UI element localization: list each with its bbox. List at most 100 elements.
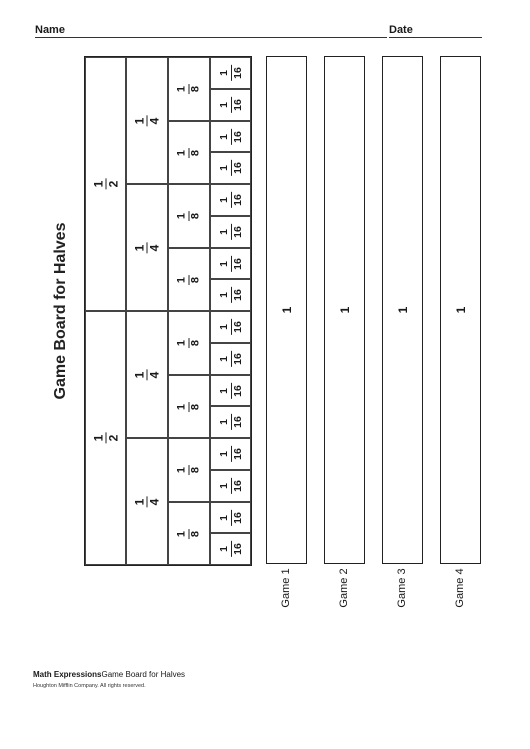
footer-copyright: Houghton Mifflin Company. All rights res… bbox=[33, 683, 146, 689]
fraction-denominator: 16 bbox=[231, 321, 243, 333]
fraction-numerator: 1 bbox=[132, 117, 147, 124]
fraction-numerator: 1 bbox=[217, 451, 230, 457]
fraction-numerator: 1 bbox=[217, 133, 230, 140]
fraction-denominator: 4 bbox=[147, 244, 162, 251]
date-label: Date bbox=[389, 24, 413, 36]
fraction-label: 1 16 bbox=[217, 478, 243, 494]
fraction-numerator: 1 bbox=[217, 229, 230, 235]
fraction-denominator: 8 bbox=[189, 85, 202, 93]
sixteenth-cell: 1 16 bbox=[210, 375, 251, 406]
footer-subtitle: Game Board for Halves bbox=[101, 670, 186, 679]
fraction-denominator: 4 bbox=[147, 371, 162, 378]
fraction-numerator: 1 bbox=[132, 371, 147, 378]
fraction-label: 1 16 bbox=[218, 319, 243, 335]
game-2-board[interactable]: 1 bbox=[324, 56, 365, 564]
fraction-denominator: 8 bbox=[189, 276, 202, 283]
whole-label: 1 bbox=[395, 306, 410, 314]
fraction-denominator: 4 bbox=[147, 498, 162, 505]
fraction-numerator: 1 bbox=[217, 419, 230, 425]
fraction-label: 1 16 bbox=[217, 192, 243, 208]
fraction-numerator: 1 bbox=[217, 197, 230, 203]
sixteenth-cell: 1 16 bbox=[210, 343, 251, 375]
fraction-numerator: 1 bbox=[175, 276, 188, 283]
whole-label: 1 bbox=[337, 306, 352, 314]
fraction-label: 1 16 bbox=[218, 287, 243, 303]
fraction-denominator: 16 bbox=[231, 543, 243, 555]
game-3-board[interactable]: 1 bbox=[382, 56, 423, 564]
whole-label: 1 bbox=[453, 306, 468, 314]
fraction-denominator: 2 bbox=[106, 434, 120, 442]
sixteenth-cell: 1 16 bbox=[210, 533, 251, 565]
fraction-denominator: 2 bbox=[106, 180, 120, 188]
fraction-numerator: 1 bbox=[217, 387, 230, 394]
fraction-numerator: 1 bbox=[217, 546, 230, 552]
fraction-denominator: 16 bbox=[231, 353, 243, 365]
fraction-numerator: 1 bbox=[217, 483, 230, 489]
name-line[interactable] bbox=[35, 37, 387, 38]
fraction-numerator: 1 bbox=[217, 70, 230, 76]
fraction-denominator: 16 bbox=[231, 162, 243, 174]
fraction-denominator: 16 bbox=[231, 130, 243, 143]
sixteenth-cell: 1 16 bbox=[210, 216, 251, 248]
footer-brand: Math ExpressionsGame Board for Halves bbox=[33, 670, 185, 679]
fraction-denominator: 16 bbox=[231, 384, 243, 397]
fraction-numerator: 1 bbox=[91, 434, 105, 442]
sixteenth-cell: 1 16 bbox=[210, 311, 251, 343]
fraction-numerator: 1 bbox=[175, 466, 188, 474]
fraction-numerator: 1 bbox=[175, 530, 188, 537]
fraction-label: 1 16 bbox=[218, 255, 243, 272]
fraction-denominator: 16 bbox=[231, 99, 243, 111]
page-title: Game Board for Halves bbox=[52, 222, 69, 400]
sixteenth-cell: 1 16 bbox=[210, 248, 251, 279]
game-2-label: Game 2 bbox=[338, 568, 350, 608]
fraction-label: 1 16 bbox=[218, 351, 243, 367]
fraction-label: 1 16 bbox=[217, 65, 243, 81]
fraction-denominator: 16 bbox=[231, 480, 243, 492]
fraction-numerator: 1 bbox=[175, 85, 188, 93]
game-4-board[interactable]: 1 bbox=[440, 56, 481, 564]
fraction-label: 1 16 bbox=[217, 414, 243, 430]
game-1-label: Game 1 bbox=[280, 568, 292, 608]
fraction-numerator: 1 bbox=[132, 498, 147, 505]
fraction-numerator: 1 bbox=[217, 514, 230, 521]
game-3-label: Game 3 bbox=[396, 568, 408, 608]
fraction-denominator: 4 bbox=[147, 117, 162, 124]
name-label: Name bbox=[35, 24, 65, 36]
fraction-label: 1 16 bbox=[217, 509, 243, 526]
fraction-label: 1 16 bbox=[217, 446, 243, 462]
sixteenth-cell: 1 16 bbox=[210, 184, 251, 216]
fraction-denominator: 16 bbox=[231, 226, 243, 238]
fraction-denominator: 16 bbox=[231, 257, 243, 270]
game-1-board[interactable]: 1 bbox=[266, 56, 307, 564]
date-line[interactable] bbox=[389, 37, 482, 38]
fraction-numerator: 1 bbox=[132, 244, 147, 251]
fraction-denominator: 16 bbox=[231, 448, 243, 460]
sixteenth-cell: 1 16 bbox=[210, 406, 251, 438]
footer-brand-name: Math Expressions bbox=[33, 670, 102, 679]
fraction-denominator: 8 bbox=[189, 403, 202, 410]
fraction-label: 1 16 bbox=[217, 541, 243, 557]
sixteenth-cell: 1 16 bbox=[210, 152, 251, 184]
fraction-denominator: 16 bbox=[231, 194, 243, 206]
sixteenth-cell: 1 16 bbox=[210, 121, 251, 152]
